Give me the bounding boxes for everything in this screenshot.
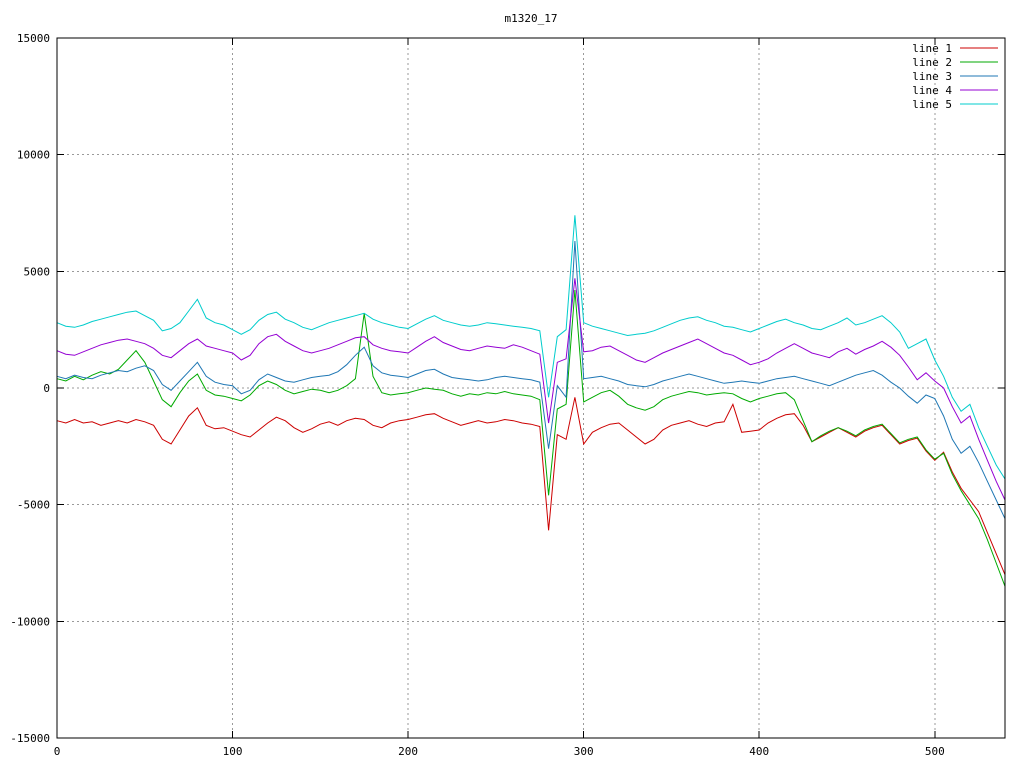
legend-label: line 2 <box>912 56 952 69</box>
legend-label: line 4 <box>912 84 952 97</box>
y-tick-label: -15000 <box>10 732 50 745</box>
legend-label: line 5 <box>912 98 952 111</box>
y-tick-label: -10000 <box>10 615 50 628</box>
y-tick-label: 15000 <box>17 32 50 45</box>
y-tick-label: 0 <box>43 382 50 395</box>
series-line-4 <box>56 278 1006 501</box>
x-tick-label: 200 <box>398 745 418 758</box>
series-line-1 <box>56 397 1006 575</box>
series-line-2 <box>56 289 1006 587</box>
chart-title: m1320_17 <box>504 12 558 25</box>
series-line-5 <box>56 215 1006 480</box>
series-line-3 <box>56 240 1006 519</box>
legend-label: line 1 <box>912 42 952 55</box>
y-tick-label: 5000 <box>24 265 51 278</box>
x-tick-label: 100 <box>223 745 243 758</box>
y-tick-label: 10000 <box>17 149 50 162</box>
y-tick-label: -5000 <box>17 499 50 512</box>
x-tick-label: 500 <box>925 745 945 758</box>
x-tick-label: 300 <box>574 745 594 758</box>
legend-label: line 3 <box>912 70 952 83</box>
x-tick-label: 400 <box>749 745 769 758</box>
x-tick-label: 0 <box>54 745 61 758</box>
